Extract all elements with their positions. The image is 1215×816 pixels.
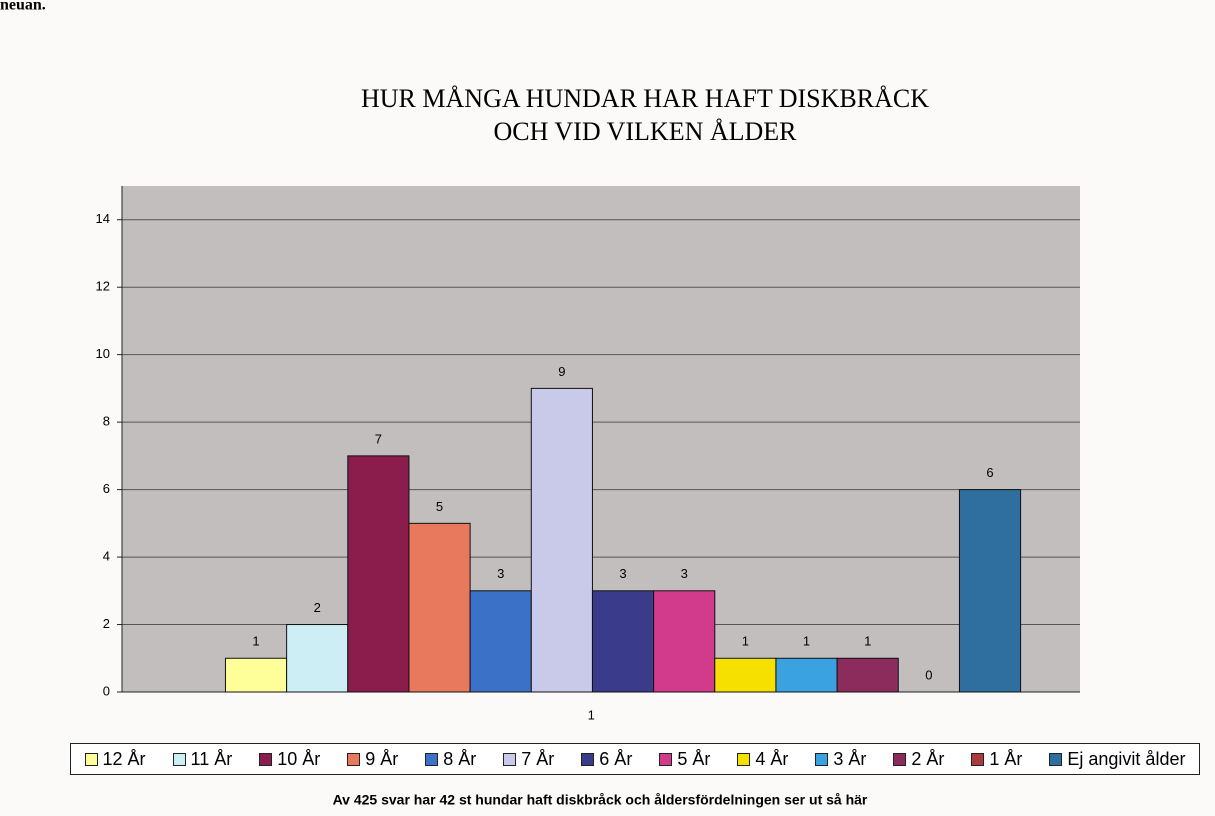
- data-label: 1: [252, 634, 259, 649]
- legend-swatch: [172, 752, 186, 766]
- legend-swatch: [425, 752, 439, 766]
- chart-title: OCH VID VILKEN ÅLDER: [493, 117, 797, 146]
- y-tick-label: 4: [103, 549, 110, 564]
- legend-item: 5 År: [659, 749, 710, 770]
- legend-item: 12 År: [84, 748, 146, 770]
- bar: [347, 455, 410, 693]
- legend-item: 9 År: [347, 749, 398, 770]
- legend-label: 6 År: [599, 748, 633, 769]
- legend-swatch: [815, 752, 829, 766]
- data-label: 3: [497, 566, 504, 581]
- legend-item: 7 År: [503, 749, 554, 770]
- data-label: 1: [742, 634, 749, 649]
- y-tick-label: 10: [96, 346, 110, 361]
- bar: [775, 657, 838, 693]
- legend-swatch: [1049, 752, 1063, 766]
- legend-swatch: [347, 752, 361, 766]
- y-tick-label: 0: [103, 683, 110, 698]
- bar: [469, 590, 532, 693]
- y-tick-label: 12: [96, 279, 110, 294]
- legend-swatch: [259, 752, 273, 766]
- legend-swatch: [893, 752, 907, 766]
- bar: [530, 387, 593, 693]
- legend-item: 4 År: [737, 749, 788, 770]
- legend-swatch: [581, 752, 595, 766]
- legend-swatch: [737, 752, 751, 766]
- bar: [958, 489, 1022, 693]
- legend-label: 8 År: [443, 748, 477, 769]
- legend: 12 År 11 År 10 År 9 År 8 År 7 År 6 År 5 År 4 År 3…: [70, 743, 1200, 775]
- data-label: 5: [436, 499, 443, 514]
- legend-item: Ej angivit ålder: [1049, 749, 1185, 770]
- y-tick-label: 8: [103, 414, 110, 429]
- legend-item: 10 År: [259, 749, 320, 770]
- legend-item: 6 År: [581, 749, 632, 770]
- legend-item: 2 År: [893, 749, 944, 770]
- legend-item: 8 År: [425, 749, 476, 770]
- data-label: 0: [925, 667, 932, 682]
- legend-label: 4 År: [755, 748, 789, 769]
- bar: [224, 657, 288, 693]
- legend-swatch: [971, 752, 985, 766]
- legend-swatch: [84, 752, 98, 766]
- data-label: 9: [558, 364, 565, 379]
- legend-label: 10 År: [277, 748, 321, 769]
- legend-swatch: [503, 752, 517, 766]
- legend-label: 7 År: [521, 748, 555, 769]
- y-tick-label: 2: [103, 616, 110, 631]
- bar: [836, 657, 899, 693]
- legend-item: 3 År: [815, 749, 866, 770]
- chart-title: HUR MÅNGA HUNDAR HAR HAFT DISKBRÅCK: [361, 84, 929, 113]
- data-label: 1: [864, 634, 871, 649]
- data-label: 3: [681, 566, 688, 581]
- legend-item: 11 År: [172, 748, 233, 770]
- legend-label: 2 År: [911, 748, 945, 769]
- bar: [591, 590, 655, 693]
- legend-label: Ej angivit ålder: [1067, 748, 1186, 769]
- y-tick-label: 14: [96, 211, 110, 226]
- legend-label: 9 År: [365, 748, 399, 769]
- header-fragment: neuan.: [0, 0, 46, 14]
- bar: [714, 657, 777, 693]
- data-label: 6: [986, 465, 993, 480]
- legend-label: 5 År: [677, 748, 711, 769]
- legend-label: 11 År: [190, 748, 233, 769]
- x-tick-label: 1: [588, 707, 595, 722]
- data-label: 3: [619, 566, 626, 581]
- legend-swatch: [659, 752, 673, 766]
- bar: [653, 590, 716, 693]
- data-label: 2: [314, 600, 321, 615]
- footnote: Av 425 svar har 42 st hundar haft diskbr…: [333, 792, 868, 808]
- data-label: 7: [375, 431, 382, 446]
- legend-label: 12 År: [102, 748, 146, 769]
- y-tick-label: 6: [103, 481, 110, 496]
- legend-item: 1 År: [971, 749, 1022, 770]
- legend-label: 1 År: [989, 748, 1023, 769]
- bar: [286, 624, 349, 693]
- data-label: 1: [803, 634, 810, 649]
- bar: [408, 522, 471, 693]
- legend-label: 3 År: [833, 748, 867, 769]
